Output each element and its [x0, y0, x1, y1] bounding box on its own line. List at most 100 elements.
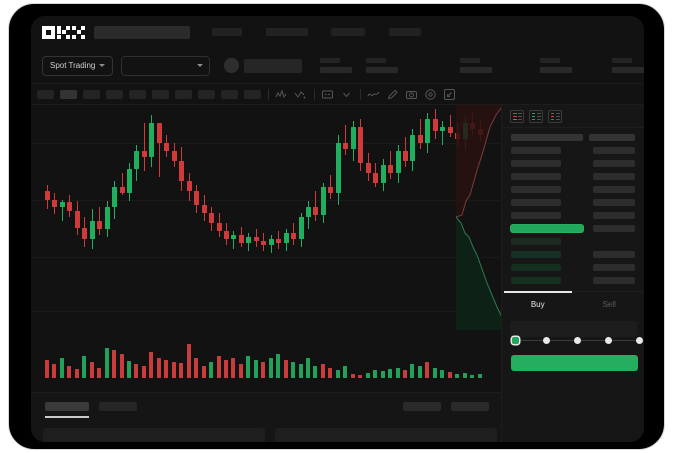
order-form-field-1[interactable]: [510, 321, 637, 337]
orderbook-row[interactable]: [593, 277, 635, 284]
volume-bar: [67, 366, 72, 378]
template-icon[interactable]: [321, 88, 334, 101]
volume-bar: [216, 356, 221, 378]
orderbook-row[interactable]: [589, 134, 635, 141]
orderbook-row[interactable]: [511, 160, 561, 167]
timeframe-button-4[interactable]: [129, 89, 146, 99]
orderbook-row[interactable]: [593, 264, 635, 271]
timeframe-button-6[interactable]: [175, 89, 192, 99]
orders-action-2[interactable]: [451, 402, 489, 411]
ticker-stat-3: [460, 58, 492, 73]
slider-step-1[interactable]: [543, 337, 550, 344]
orderbook-row[interactable]: [511, 251, 561, 258]
orders-tab-secondary[interactable]: [99, 402, 137, 411]
tab-buy[interactable]: Buy: [502, 291, 574, 316]
timeframe-button-2[interactable]: [83, 89, 100, 99]
orderbook-row[interactable]: [593, 199, 635, 206]
orderbook-divider: [502, 127, 644, 128]
orderbook-row[interactable]: [593, 225, 635, 232]
chart-toolbar: [31, 83, 644, 105]
indicator-icon[interactable]: [275, 88, 288, 101]
timeframe-button-7[interactable]: [198, 89, 215, 99]
price-chart[interactable]: [31, 105, 501, 330]
timeframe-button-3[interactable]: [106, 89, 123, 99]
submit-order-button[interactable]: [511, 355, 638, 371]
volume-bar: [388, 369, 393, 378]
orderbook-both-icon[interactable]: [510, 109, 524, 123]
toolbar-divider: [314, 88, 315, 100]
orders-panel-block-2: [275, 428, 497, 442]
search-input[interactable]: [94, 25, 190, 39]
settings-icon[interactable]: [424, 88, 437, 101]
orderbook-row[interactable]: [511, 264, 561, 271]
volume-bar: [276, 354, 281, 378]
volume-bar: [395, 368, 400, 378]
spot-trading-dropdown[interactable]: Spot Trading: [42, 55, 114, 76]
volume-bar: [238, 364, 243, 378]
pencil-icon[interactable]: [386, 88, 399, 101]
compare-icon[interactable]: [294, 88, 307, 101]
orderbook-row[interactable]: [511, 199, 561, 206]
pair-select-dropdown[interactable]: [121, 55, 211, 76]
orders-action-1[interactable]: [403, 402, 441, 411]
nav-item-3[interactable]: [331, 28, 365, 36]
tab-sell[interactable]: Sell: [602, 299, 616, 309]
orderbook-row[interactable]: [511, 277, 561, 284]
orders-tab-active[interactable]: [45, 402, 89, 411]
timeframe-button-1[interactable]: [60, 89, 77, 99]
volume-bar: [447, 372, 452, 378]
orderbook-row[interactable]: [593, 173, 635, 180]
volume-bar: [223, 360, 228, 378]
orderbook-row[interactable]: [593, 251, 635, 258]
volume-bar: [89, 362, 94, 378]
depth-chart-overlay: [456, 105, 506, 330]
orderbook-row[interactable]: [593, 160, 635, 167]
volume-bar: [291, 362, 296, 378]
slider-step-2[interactable]: [574, 337, 581, 344]
fullscreen-icon[interactable]: [443, 88, 456, 101]
ticker-stat-1: [320, 58, 352, 73]
order-amount-slider[interactable]: [512, 335, 643, 347]
orders-panel: [31, 392, 501, 442]
orderbook-row[interactable]: [511, 225, 583, 232]
volume-bar: [104, 348, 109, 378]
okx-logo-icon[interactable]: [42, 25, 85, 39]
volume-bar: [268, 358, 273, 378]
timeframe-button-9[interactable]: [244, 89, 261, 99]
timeframe-button-0[interactable]: [37, 89, 54, 99]
volume-bar: [320, 364, 325, 378]
volume-bar: [119, 354, 124, 378]
orderbook-bids-icon[interactable]: [529, 109, 543, 123]
volume-bar: [328, 368, 333, 378]
camera-icon[interactable]: [405, 88, 418, 101]
volume-bar: [97, 368, 102, 378]
orderbook-row[interactable]: [593, 186, 635, 193]
orderbook-row[interactable]: [511, 212, 561, 219]
orderbook-row[interactable]: [593, 147, 635, 154]
volume-bar: [134, 364, 139, 378]
slider-step-0[interactable]: [512, 337, 519, 344]
chevron-down-icon[interactable]: [340, 88, 353, 101]
volume-chart: [31, 330, 501, 392]
volume-bar: [261, 362, 266, 378]
toolbar-divider: [268, 88, 269, 100]
orderbook-row[interactable]: [593, 212, 635, 219]
orderbook-row[interactable]: [511, 134, 583, 141]
orderbook-row[interactable]: [511, 173, 561, 180]
line-style-icon[interactable]: [367, 88, 380, 101]
timeframe-button-5[interactable]: [152, 89, 169, 99]
orderbook-row[interactable]: [511, 238, 561, 245]
slider-step-3[interactable]: [605, 337, 612, 344]
orderbook-row[interactable]: [511, 147, 561, 154]
nav-item-2[interactable]: [266, 28, 308, 36]
trade-panel-divider: [502, 291, 644, 292]
slider-step-4[interactable]: [636, 337, 643, 344]
volume-bar: [74, 369, 79, 378]
nav-item-1[interactable]: [212, 28, 242, 36]
volume-bar: [306, 358, 311, 378]
timeframe-button-8[interactable]: [221, 89, 238, 99]
orderbook-row[interactable]: [511, 186, 561, 193]
volume-bar: [432, 368, 437, 378]
nav-item-4[interactable]: [389, 28, 421, 36]
orderbook-asks-icon[interactable]: [548, 109, 562, 123]
